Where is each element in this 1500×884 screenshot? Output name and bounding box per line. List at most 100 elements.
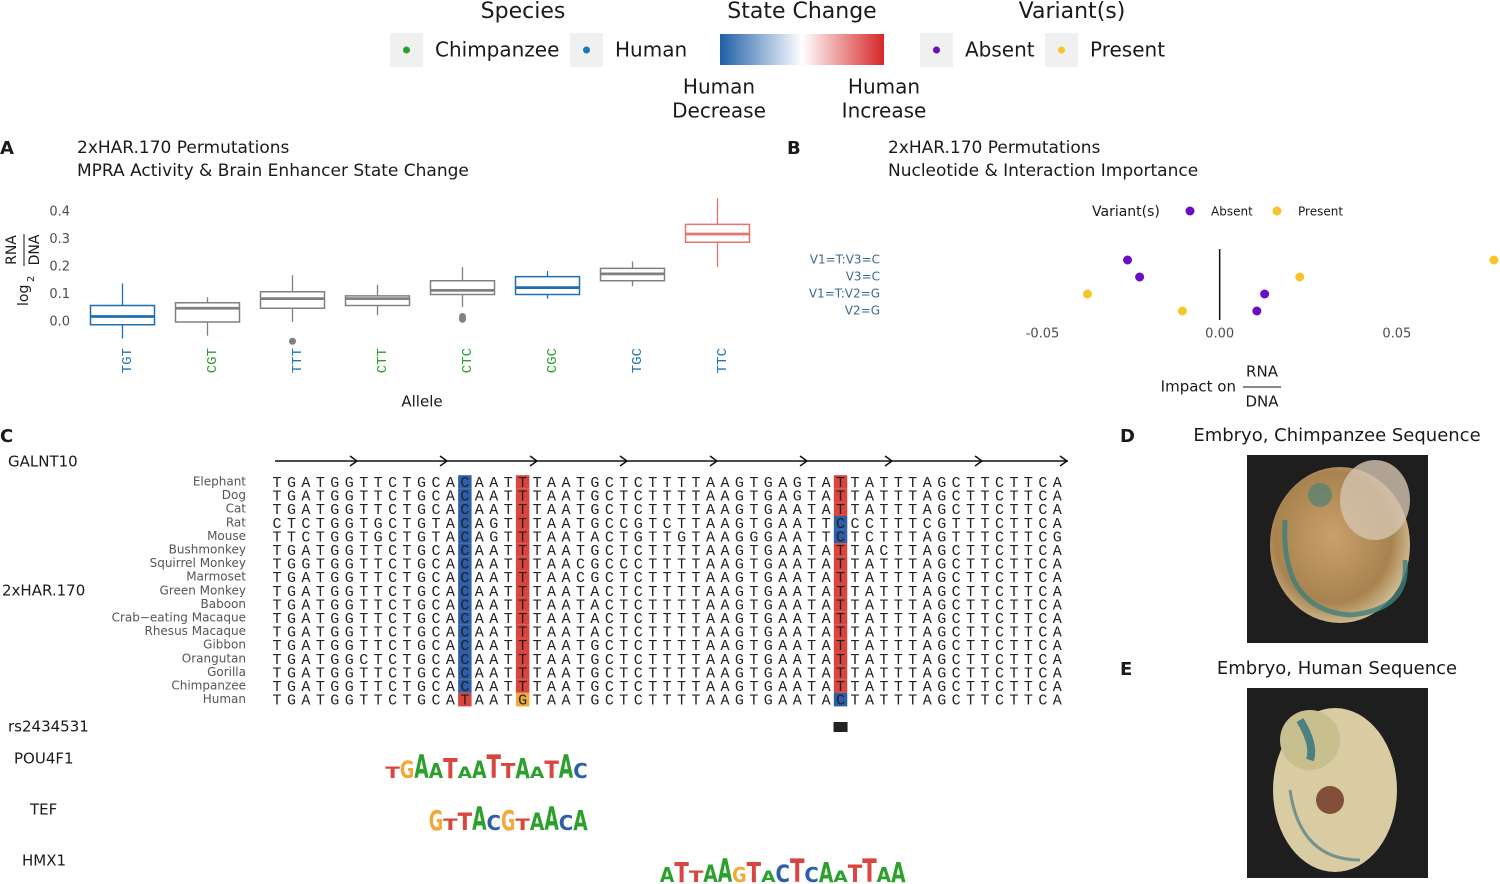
x-tick-label: -0.05	[1026, 327, 1060, 342]
highlight	[833, 624, 848, 639]
dot	[1260, 289, 1270, 299]
species-label: Squirrel Monkey	[150, 556, 246, 570]
species-label: Elephant	[193, 475, 246, 489]
logo-letter: T	[848, 860, 863, 884]
x-tick-label: TGC	[630, 348, 646, 373]
logo-letter: A	[833, 867, 848, 884]
logo-letter: T	[443, 753, 458, 786]
x-label-den: DNA	[1245, 393, 1279, 411]
panel-title: 2xHAR.170 Permutations	[77, 138, 290, 158]
highlight	[458, 665, 472, 680]
logo-letter: T	[515, 815, 530, 833]
y-label-base: log	[16, 285, 32, 306]
highlight	[458, 624, 472, 639]
embryo-photo-d	[1247, 455, 1428, 643]
logo-letter: A	[544, 800, 559, 838]
highlight	[515, 529, 530, 544]
species-label: Cat	[226, 502, 247, 516]
y-label-den: DNA	[27, 234, 43, 265]
logo-letter: A	[472, 800, 487, 838]
outlier	[289, 337, 296, 345]
logo-letter: A	[472, 756, 487, 784]
species-label: Mouse	[207, 529, 246, 543]
highlight	[458, 597, 472, 612]
track-label: HMX1	[22, 852, 66, 870]
highlight	[833, 597, 848, 612]
y-tick-label: V3=C	[846, 270, 880, 284]
highlight	[458, 570, 472, 584]
highlight	[515, 624, 530, 639]
legend-label: Absent	[1211, 205, 1253, 219]
dot	[1295, 272, 1305, 282]
legend-title: Variant(s)	[1019, 0, 1126, 24]
highlight	[458, 488, 472, 503]
logo-letter: T	[443, 815, 458, 833]
y-label-num: RNA	[4, 235, 20, 265]
logo-letter: T	[790, 852, 805, 884]
logo-letter: G	[400, 756, 414, 784]
x-tick-label: CGC	[545, 348, 561, 373]
highlight	[458, 584, 472, 598]
y-tick-label: V1=T:V3=C	[810, 253, 880, 267]
box	[429, 280, 496, 296]
outlier	[459, 315, 466, 323]
logo-letter: A	[414, 748, 429, 786]
logo-letter: A	[515, 753, 530, 786]
track-label: rs2434531	[8, 718, 89, 736]
highlight	[833, 652, 848, 666]
y-tick-label: 0.2	[49, 260, 70, 275]
color-bar	[720, 34, 884, 65]
panel-letter: B	[787, 138, 801, 159]
panel-title: Embryo, Chimpanzee Sequence	[1193, 425, 1480, 446]
highlight	[515, 611, 530, 625]
logo-letter: A	[660, 864, 675, 884]
track-label: GALNT10	[8, 453, 78, 471]
logo-letter: A	[573, 805, 588, 838]
box	[174, 302, 241, 323]
panel-title: Embryo, Human Sequence	[1217, 658, 1457, 679]
highlight	[833, 638, 848, 652]
y-tick-label: 0.3	[49, 232, 70, 247]
track-label: 2xHAR.170	[2, 582, 85, 600]
highlight	[833, 475, 848, 489]
x-tick-label: CTT	[375, 348, 391, 373]
highlight	[458, 638, 472, 652]
y-label-sub: 2	[26, 276, 37, 282]
highlight	[515, 516, 530, 530]
y-tick-label: 0.1	[49, 287, 70, 302]
legend-title: State Change	[727, 0, 876, 24]
dot	[1083, 289, 1093, 299]
legend-label: Human	[683, 75, 755, 99]
highlight	[515, 475, 530, 489]
highlight	[833, 529, 848, 544]
legend-dot	[403, 46, 410, 54]
logo-letter: T	[544, 756, 559, 784]
species-label: Baboon	[201, 597, 247, 611]
species-label: Crab−eating Macaque	[112, 611, 246, 625]
highlight	[515, 665, 530, 680]
legend-label: Present	[1090, 38, 1165, 62]
highlight	[833, 611, 848, 625]
legend-label: Absent	[965, 38, 1035, 62]
y-tick-label: 0.4	[49, 205, 70, 220]
highlight	[515, 638, 530, 652]
highlight	[833, 584, 848, 598]
logo-letter: A	[458, 763, 473, 781]
logo-letter: T	[385, 763, 400, 781]
highlight	[833, 692, 848, 707]
highlight	[833, 516, 848, 530]
highlight	[833, 488, 848, 503]
highlight	[515, 597, 530, 612]
dot	[1135, 272, 1145, 282]
dot	[1252, 306, 1262, 316]
logo-letter: C	[559, 812, 573, 835]
x-tick-label: CTC	[460, 348, 476, 373]
logo-letter: A	[877, 864, 892, 884]
highlight	[515, 502, 530, 516]
x-tick-label: TGT	[120, 348, 136, 373]
highlight	[458, 692, 472, 707]
x-tick-label: TTC	[715, 348, 731, 373]
highlight	[515, 692, 530, 707]
legend-label: Increase	[842, 99, 927, 123]
highlight	[458, 556, 472, 571]
